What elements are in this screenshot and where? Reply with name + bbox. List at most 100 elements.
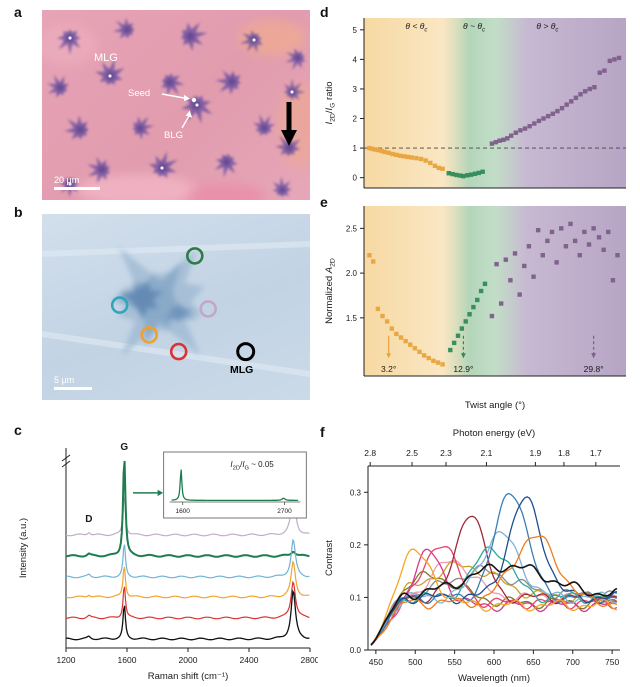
graphene-flake xyxy=(112,17,135,39)
data-point xyxy=(503,257,508,262)
inset-box xyxy=(163,451,307,519)
flake-core xyxy=(163,77,176,88)
data-point xyxy=(572,238,578,244)
data-point xyxy=(440,362,445,367)
data-point xyxy=(482,281,488,287)
data-point xyxy=(401,154,407,159)
region-shading xyxy=(364,18,626,188)
scale-bar-b-label: 5 μm xyxy=(54,374,75,385)
scatter-series-below-critical xyxy=(367,253,445,367)
contrast-curve-gold xyxy=(370,561,618,645)
scale-bar-a-line xyxy=(54,186,100,190)
graphene-flake xyxy=(214,153,238,178)
peak-label-G: G xyxy=(120,442,128,453)
data-point xyxy=(370,146,375,152)
data-point xyxy=(582,89,588,94)
data-point xyxy=(409,155,414,160)
graphene-flake xyxy=(132,116,155,140)
data-point xyxy=(564,102,569,107)
contrast-curve-dark-red xyxy=(370,515,618,645)
data-point xyxy=(522,126,528,131)
data-point xyxy=(454,172,459,178)
graphene-flake xyxy=(215,70,241,95)
data-point xyxy=(472,171,478,177)
data-point xyxy=(522,263,527,269)
data-point xyxy=(390,151,395,157)
seed-arrow xyxy=(161,93,185,99)
graphene-flake xyxy=(161,73,185,96)
data-point xyxy=(455,333,461,338)
inset-pointer-arrow-head xyxy=(157,489,164,497)
flake-core xyxy=(96,163,107,174)
angle-arrow-head xyxy=(461,353,466,359)
substrate-patch xyxy=(187,184,267,200)
graphene-flake xyxy=(180,22,208,52)
raman-trace-mlg-black xyxy=(66,589,310,641)
data-point xyxy=(612,57,617,62)
y-axis-label: Contrast xyxy=(324,540,335,576)
data-point xyxy=(465,173,470,178)
measurement-circle-orange xyxy=(140,326,158,344)
data-point xyxy=(527,124,532,129)
seed-dot xyxy=(68,36,72,40)
data-point xyxy=(423,158,428,163)
x-tick-label: 550 xyxy=(448,657,462,667)
data-point xyxy=(559,105,565,111)
raman-trace-flake-red xyxy=(65,580,310,620)
scale-bar-a: 20 μm xyxy=(54,175,100,190)
data-point xyxy=(398,335,404,340)
seed-dot xyxy=(108,74,112,78)
data-point xyxy=(545,238,550,244)
data-point xyxy=(554,260,559,265)
flake-dark-core xyxy=(117,281,164,320)
flake-core xyxy=(121,24,133,34)
data-point xyxy=(431,358,436,363)
data-point xyxy=(569,99,574,104)
seed-dot xyxy=(68,182,72,186)
x-tick-label: 1200 xyxy=(57,655,76,665)
data-point xyxy=(480,169,485,174)
data-point xyxy=(475,297,480,303)
data-point xyxy=(432,163,438,169)
data-point xyxy=(379,148,384,154)
scatter-series-above-critical xyxy=(489,221,620,319)
x-tick-label: 2000 xyxy=(179,655,198,665)
x-tick-label: 450 xyxy=(369,657,383,667)
data-point xyxy=(577,253,582,258)
angle-label: 29.8° xyxy=(584,364,604,374)
top-tick-label: 2.8 xyxy=(364,448,376,458)
flake-core xyxy=(185,31,196,43)
data-point xyxy=(436,165,441,171)
data-point xyxy=(414,155,419,161)
x-tick-label: 750 xyxy=(605,657,619,667)
data-point xyxy=(512,251,518,256)
y-tick-label: 0.1 xyxy=(350,593,362,602)
x-axis-label: Raman shift (cm⁻¹) xyxy=(148,671,229,682)
data-point xyxy=(367,145,372,151)
data-point xyxy=(535,227,541,233)
data-point xyxy=(602,68,607,73)
data-point xyxy=(559,226,564,231)
data-point xyxy=(463,319,468,324)
data-point xyxy=(615,253,620,258)
panel-label-a: a xyxy=(14,4,22,20)
data-point xyxy=(596,235,602,240)
data-point xyxy=(451,340,457,346)
data-point xyxy=(568,221,573,227)
data-point xyxy=(494,261,499,267)
data-point xyxy=(489,141,495,146)
data-point xyxy=(513,130,519,135)
y-tick-label: 2 xyxy=(353,115,358,124)
data-point xyxy=(448,347,453,353)
data-point xyxy=(446,171,451,176)
panel-a-optical-micrograph: MLG Seed BLG 20 μm xyxy=(42,10,310,200)
flake-core xyxy=(219,156,231,168)
label-blg: BLG xyxy=(164,130,184,141)
data-point xyxy=(497,138,502,143)
data-point xyxy=(375,306,381,312)
region-shading xyxy=(364,206,626,376)
seed-dot xyxy=(160,166,164,170)
flake-core xyxy=(106,68,117,82)
region-label: θ ~ θc xyxy=(463,21,485,34)
data-point xyxy=(586,242,592,247)
